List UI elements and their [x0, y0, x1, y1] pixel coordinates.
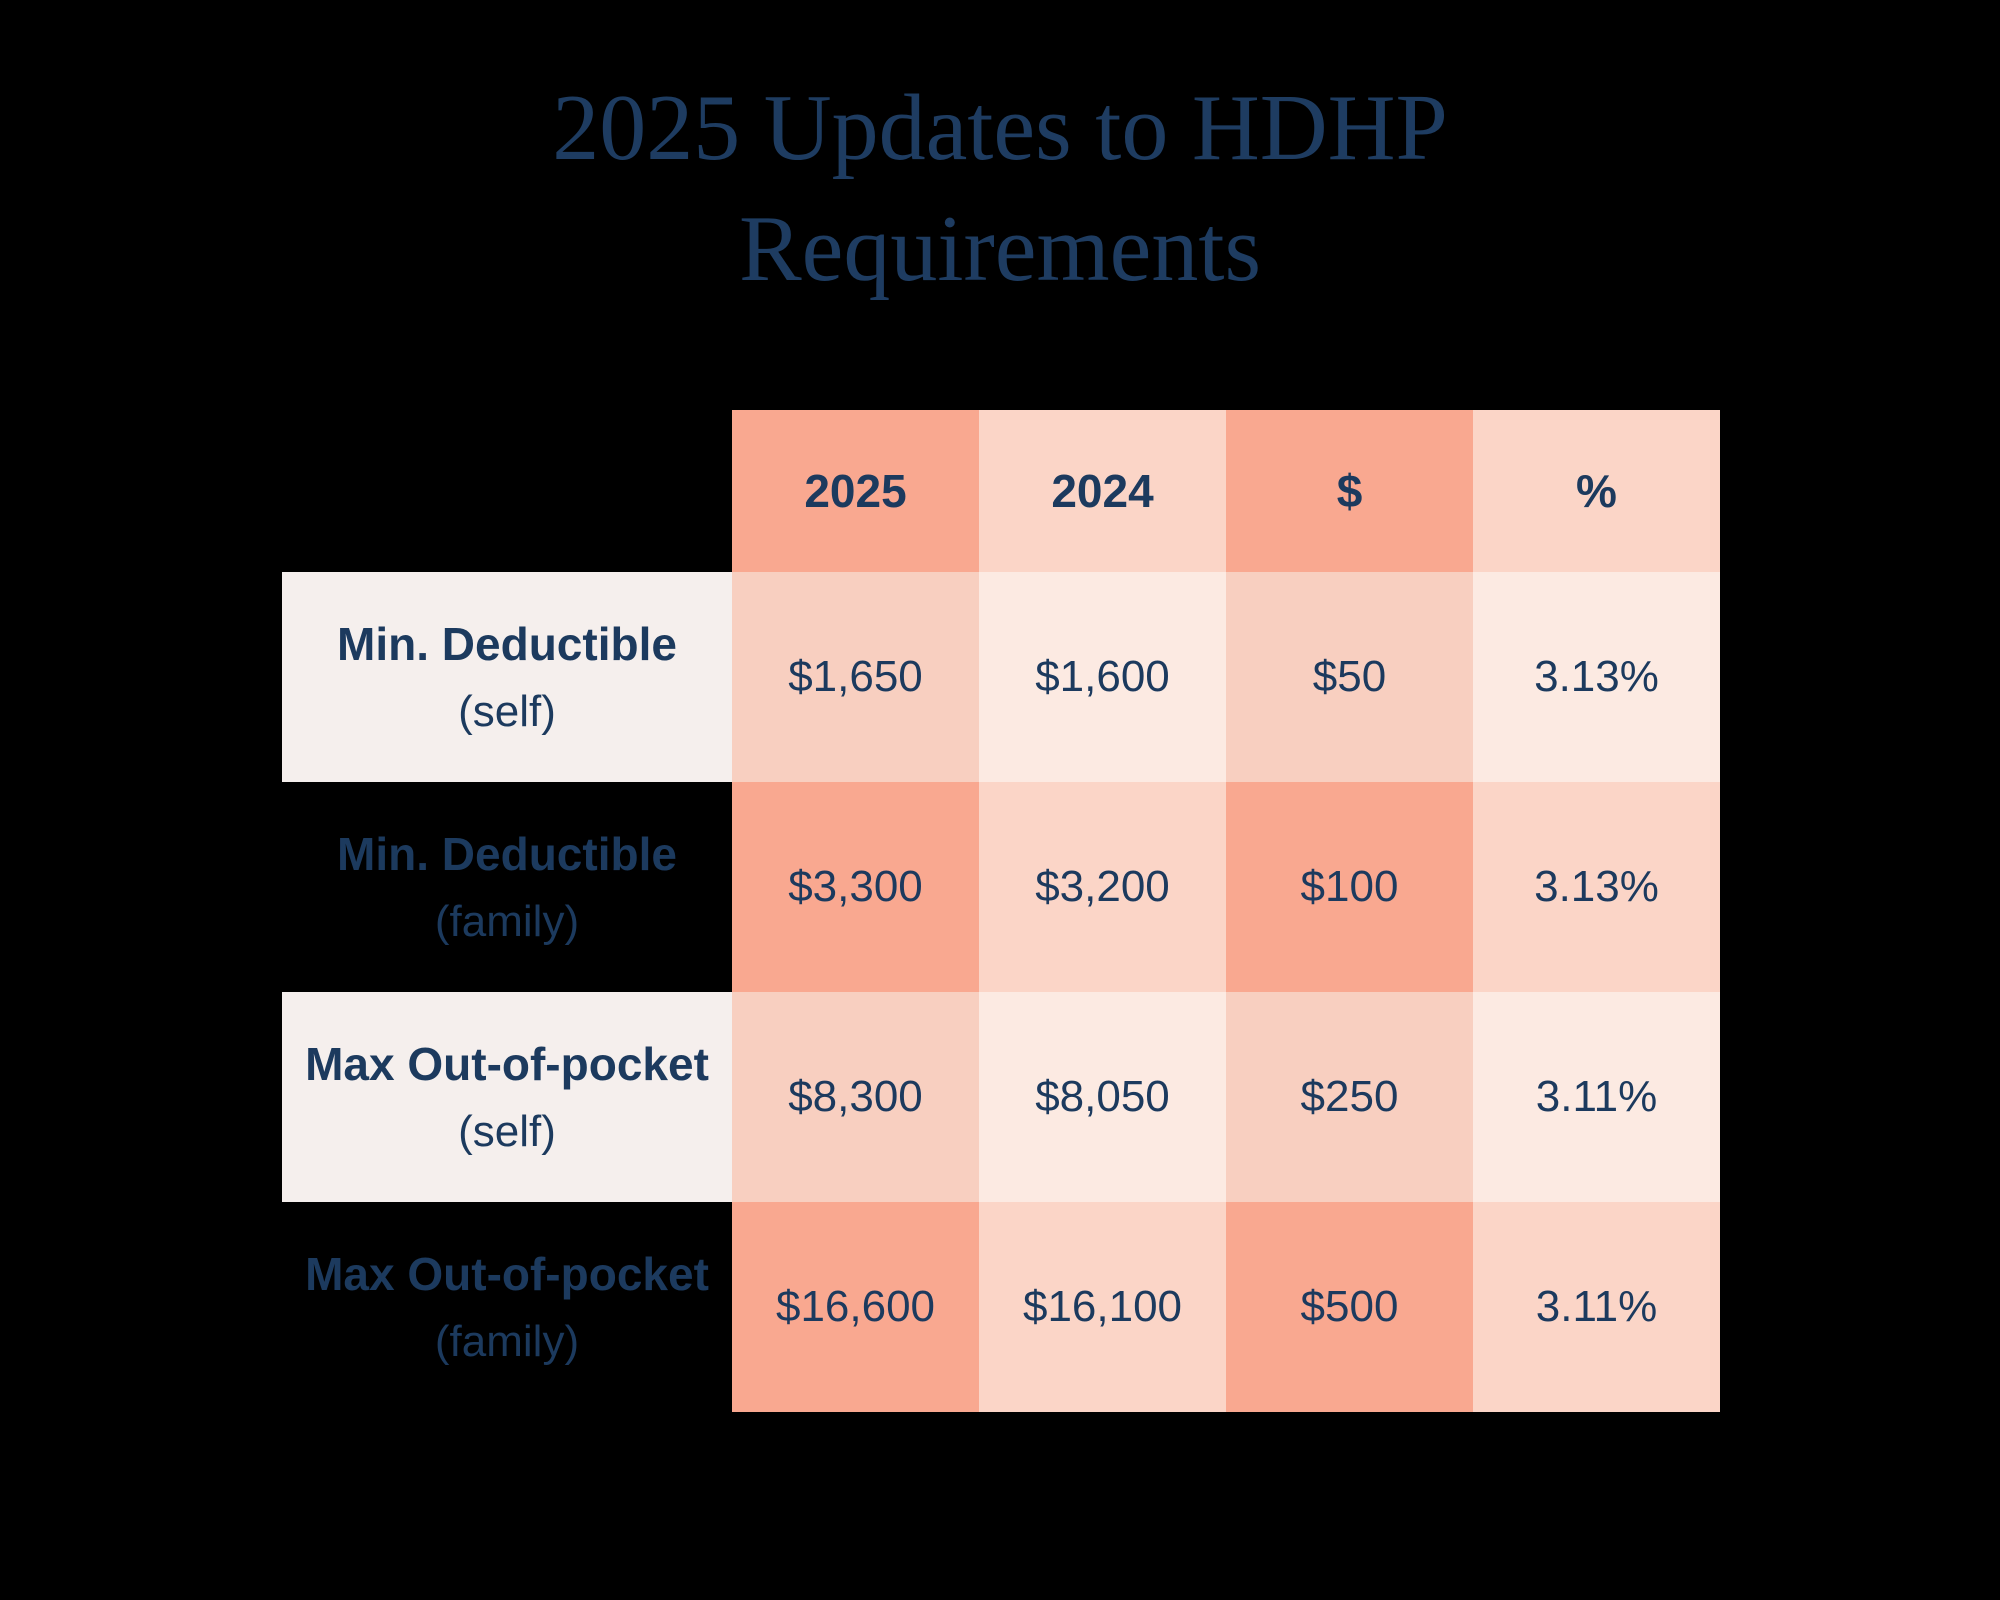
value-cell: 3.13% — [1473, 782, 1720, 992]
row-label: Min. Deductible — [337, 828, 677, 880]
row-label-cell: Max Out-of-pocket (family) — [282, 1202, 732, 1412]
value-cell: $250 — [1226, 992, 1473, 1202]
row-sublabel: (family) — [434, 897, 580, 946]
value-cell: $16,100 — [979, 1202, 1226, 1412]
page-title: 2025 Updates to HDHP Requirements — [0, 68, 2000, 310]
row-label-cell: Min. Deductible (self) — [282, 572, 732, 782]
page-title-line1: 2025 Updates to HDHP — [552, 76, 1448, 180]
row-label-cell: Min. Deductible (family) — [282, 782, 732, 992]
value-cell: $500 — [1226, 1202, 1473, 1412]
value-cell: $16,600 — [732, 1202, 979, 1412]
value-cell: $100 — [1226, 782, 1473, 992]
value-cell: 3.11% — [1473, 992, 1720, 1202]
column-header-: $ — [1226, 410, 1473, 572]
row-label: Min. Deductible — [337, 618, 677, 670]
value-cell: $8,050 — [979, 992, 1226, 1202]
page-title-line2: Requirements — [738, 197, 1262, 301]
hdhp-table: 2025 2024 $% Min. Deductible (self) $1,650 $1,… — [282, 410, 1720, 1412]
value-cell: 3.13% — [1473, 572, 1720, 782]
column-header-2025: 2025 — [732, 410, 979, 572]
row-label-cell: Max Out-of-pocket (self) — [282, 992, 732, 1202]
value-cell: 3.11% — [1473, 1202, 1720, 1412]
value-cell: $3,300 — [732, 782, 979, 992]
column-header-2024: 2024 — [979, 410, 1226, 572]
header-spacer — [282, 410, 732, 572]
value-cell: $1,600 — [979, 572, 1226, 782]
value-cell: $1,650 — [732, 572, 979, 782]
value-cell: $3,200 — [979, 782, 1226, 992]
row-label: Max Out-of-pocket — [305, 1038, 709, 1090]
row-sublabel: (self) — [458, 1107, 556, 1156]
row-sublabel: (family) — [434, 1317, 580, 1366]
value-cell: $8,300 — [732, 992, 979, 1202]
value-cell: $50 — [1226, 572, 1473, 782]
column-header-: % — [1473, 410, 1720, 572]
row-sublabel: (self) — [458, 687, 556, 736]
row-label: Max Out-of-pocket — [305, 1248, 709, 1300]
